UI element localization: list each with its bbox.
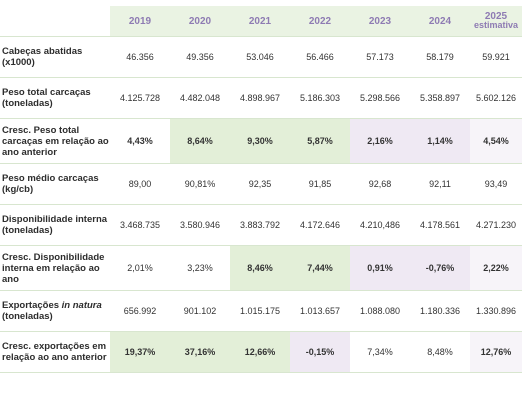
header-estimate-note: estimativa — [473, 20, 519, 30]
header-year: 2022 — [290, 6, 350, 37]
table-row: Peso médio carcaças (kg/cb) 89,00 90,81%… — [0, 163, 522, 205]
table-cell: 901.102 — [170, 290, 230, 332]
header-year-label: 2025 — [484, 11, 508, 22]
header-year: 2023 — [350, 6, 410, 37]
table-cell: 91,85 — [290, 163, 350, 205]
table-cell-highlight: 8,46% — [230, 245, 290, 291]
table-cell: 49.356 — [170, 36, 230, 78]
row-label-italic: in natura — [61, 300, 102, 311]
table-cell: 5.186.303 — [290, 77, 350, 119]
table-cell: 4.271.230 — [470, 204, 522, 246]
table-header: 2019 2020 2021 2022 2023 2024 2025 estim… — [0, 6, 522, 37]
table-row: Exportações in natura (toneladas) 656.99… — [0, 290, 522, 332]
table-cell: 57.173 — [350, 36, 410, 78]
table-row: Cabeças abatidas (x1000) 46.356 49.356 5… — [0, 36, 522, 78]
table-cell-highlight: 0,91% — [350, 245, 410, 291]
table-cell-highlight: 37,16% — [170, 331, 230, 373]
table-body: Cabeças abatidas (x1000) 46.356 49.356 5… — [0, 36, 522, 373]
table-cell: 3.468.735 — [110, 204, 170, 246]
header-blank-cell — [0, 6, 110, 37]
table-cell: 56.466 — [290, 36, 350, 78]
table-cell: 3.883.792 — [230, 204, 290, 246]
table-cell-highlight: 2,16% — [350, 118, 410, 164]
row-label-suffix: (toneladas) — [2, 311, 53, 322]
table-cell: 4.178.561 — [410, 204, 470, 246]
table-cell: 4.125.728 — [110, 77, 170, 119]
table-cell: 89,00 — [110, 163, 170, 205]
row-label-prefix: Exportações — [2, 300, 62, 311]
table-cell-highlight: 2,22% — [470, 245, 522, 291]
table-row: Cresc. exportações em relação ao ano ant… — [0, 331, 522, 373]
table-cell-highlight: 9,30% — [230, 118, 290, 164]
table-cell: 90,81% — [170, 163, 230, 205]
table-cell: 58.179 — [410, 36, 470, 78]
table-row: Disponibilidade interna (toneladas) 3.46… — [0, 204, 522, 246]
table-cell-highlight: 8,64% — [170, 118, 230, 164]
row-label: Disponibilidade interna (toneladas) — [0, 204, 110, 246]
table-cell: 59.921 — [470, 36, 522, 78]
table-cell: 92,35 — [230, 163, 290, 205]
row-label: Cresc. exportações em relação ao ano ant… — [0, 331, 110, 373]
table-cell: 4,43% — [110, 118, 170, 164]
table-cell: 656.992 — [110, 290, 170, 332]
table-cell: 1.013.657 — [290, 290, 350, 332]
table-cell: 92,68 — [350, 163, 410, 205]
table-cell: 1.330.896 — [470, 290, 522, 332]
header-year: 2024 — [410, 6, 470, 37]
table-cell: 4.898.967 — [230, 77, 290, 119]
row-label: Cresc. Disponibilidade interna em relaçã… — [0, 245, 110, 291]
table-cell-highlight: 1,14% — [410, 118, 470, 164]
table-cell: 3,23% — [170, 245, 230, 291]
table-cell-highlight: 12,76% — [470, 331, 522, 373]
table-cell: 93,49 — [470, 163, 522, 205]
table-cell: 5.358.897 — [410, 77, 470, 119]
data-table: 2019 2020 2021 2022 2023 2024 2025 estim… — [0, 6, 522, 373]
row-label: Peso total carcaças (toneladas) — [0, 77, 110, 119]
table-cell: 4.210,486 — [350, 204, 410, 246]
header-year: 2021 — [230, 6, 290, 37]
header-year-estimate: 2025 estimativa — [470, 6, 522, 37]
table-cell: 8,48% — [410, 331, 470, 373]
table-cell: 5.298.566 — [350, 77, 410, 119]
table-row: Peso total carcaças (toneladas) 4.125.72… — [0, 77, 522, 119]
table-cell: 53.046 — [230, 36, 290, 78]
row-label: Peso médio carcaças (kg/cb) — [0, 163, 110, 205]
header-year: 2020 — [170, 6, 230, 37]
row-label: Cabeças abatidas (x1000) — [0, 36, 110, 78]
header-year: 2019 — [110, 6, 170, 37]
table-cell: 46.356 — [110, 36, 170, 78]
table-cell: 3.580.946 — [170, 204, 230, 246]
table-row: Cresc. Peso total carcaças em relação ao… — [0, 118, 522, 164]
table-cell-highlight: 4,54% — [470, 118, 522, 164]
table-row: Cresc. Disponibilidade interna em relaçã… — [0, 245, 522, 291]
table-cell-highlight: 7,44% — [290, 245, 350, 291]
table-cell: 4.172.646 — [290, 204, 350, 246]
table-cell: 1.180.336 — [410, 290, 470, 332]
table-cell: 1.088.080 — [350, 290, 410, 332]
table-cell-highlight: 19,37% — [110, 331, 170, 373]
row-label: Exportações in natura (toneladas) — [0, 290, 110, 332]
table-cell-highlight: 5,87% — [290, 118, 350, 164]
table-cell: 4.482.048 — [170, 77, 230, 119]
table-cell-highlight: 12,66% — [230, 331, 290, 373]
row-label: Cresc. Peso total carcaças em relação ao… — [0, 118, 110, 164]
table-cell: 92,11 — [410, 163, 470, 205]
table-cell-highlight: -0,76% — [410, 245, 470, 291]
table-cell: 2,01% — [110, 245, 170, 291]
table-cell: 5.602.126 — [470, 77, 522, 119]
table-cell-highlight: -0,15% — [290, 331, 350, 373]
table-cell: 1.015.175 — [230, 290, 290, 332]
table-cell: 7,34% — [350, 331, 410, 373]
